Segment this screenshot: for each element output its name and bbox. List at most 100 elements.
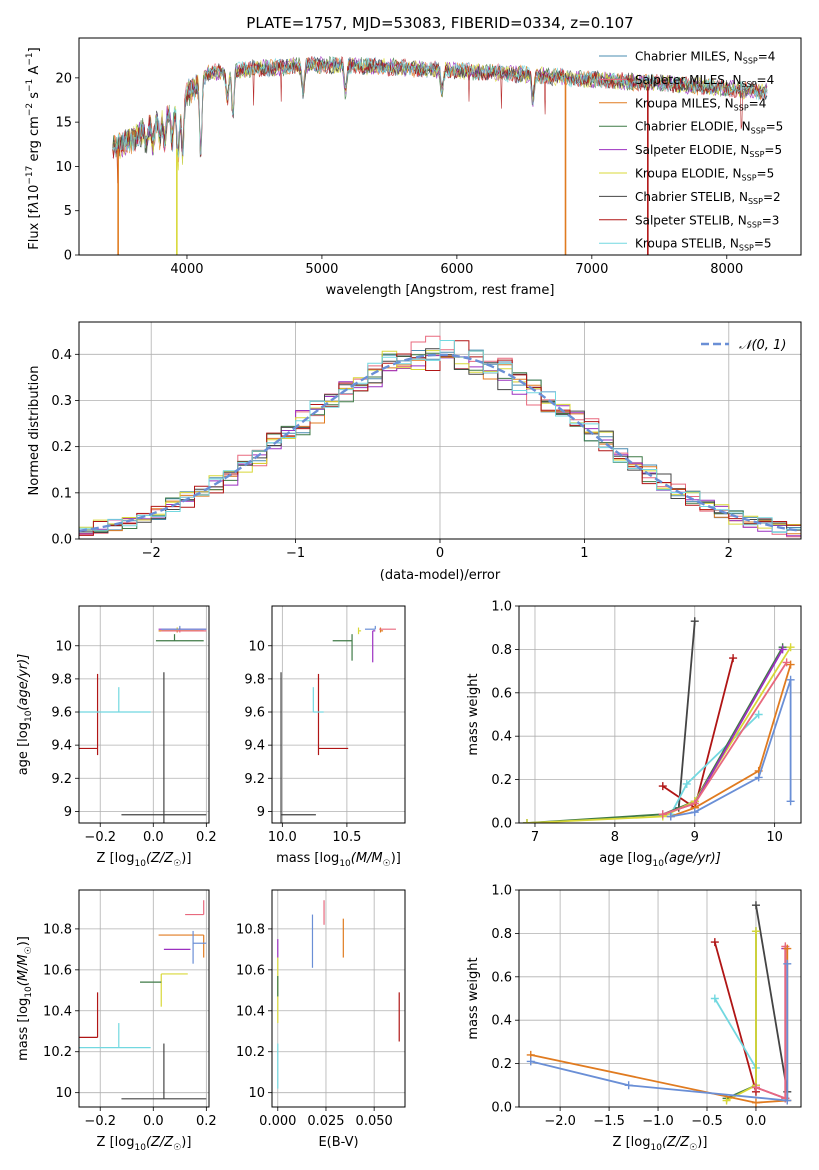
x-tick-label: −1 [286, 546, 305, 561]
x-tick-label: 10.5 [332, 830, 361, 845]
x-tick-label: 9 [691, 830, 699, 845]
x-tick-label: 0.000 [259, 1114, 296, 1129]
y-tick-label: 20 [55, 71, 72, 86]
legend-label: Kroupa MILES, NSSP=4 [635, 96, 766, 112]
weight-marker [690, 808, 699, 817]
legend-label: Chabrier MILES, NSSP=4 [635, 50, 775, 66]
legend-label: Kroupa ELODIE, NSSP=5 [635, 167, 774, 183]
legend-label: Salpeter STELIB, NSSP=3 [635, 213, 779, 229]
y-axis-label: mass weight [466, 673, 481, 755]
y-tick-label: 9.6 [51, 706, 72, 721]
x-tick-label: 0.025 [307, 1114, 344, 1129]
y-tick-label: 0.4 [51, 348, 72, 363]
y-tick-label: 15 [55, 116, 72, 131]
x-axis-label: Z [log10(Z/Z☉)] [613, 1135, 708, 1153]
weight-marker [783, 1096, 792, 1105]
weight-line [526, 646, 784, 823]
y-tick-label: 9.8 [244, 672, 265, 687]
y-tick-label: 5 [64, 204, 72, 219]
x-tick-label: −0.2 [84, 1114, 116, 1129]
weight-line [670, 664, 792, 818]
x-tick-label: −2.0 [544, 1114, 576, 1129]
weight-marker [710, 938, 719, 947]
y-tick-label: 10.6 [43, 963, 72, 978]
weight-marker [786, 797, 795, 806]
y-tick-label: 9.6 [244, 706, 265, 721]
y-axis-label: mass [log10(M/M☉)] [16, 936, 34, 1061]
weight-marker [682, 779, 691, 788]
y-tick-label: 9.4 [244, 739, 265, 754]
weight-line [755, 905, 789, 1092]
weight-marker [522, 819, 531, 823]
plot-frame [78, 37, 802, 256]
spectrum-panel: 4000 5000 6000 7000 8000 0 5 10 15 20 Chabrier MIL… [25, 37, 802, 298]
legend-label: Salpeter ELODIE, NSSP=5 [635, 143, 782, 159]
age-vs-mass-panel: 10.0 10.5 9 9.2 9.4 9.6 9.8 10 mass [log10(M/M☉)… [244, 605, 406, 869]
x-tick-label: 8 [611, 830, 619, 845]
plot-frame [271, 889, 406, 1108]
weight-marker [754, 710, 763, 719]
legend-label: Salpeter MILES, NSSP=4 [635, 73, 774, 89]
weight-line [662, 657, 734, 810]
plot-frame [518, 889, 802, 1108]
weight-marker [783, 959, 792, 968]
y-tick-label: 0.4 [491, 730, 512, 745]
weight-marker [786, 660, 795, 669]
figure-title: PLATE=1757, MJD=53083, FIBERID=0334, z=0… [246, 14, 633, 32]
x-tick-label: −1.0 [642, 1114, 674, 1129]
y-tick-label: 0.4 [491, 1014, 512, 1029]
x-tick-label: −0.5 [691, 1114, 723, 1129]
y-tick-label: 0.0 [491, 817, 512, 832]
y-tick-label: 0.8 [491, 927, 512, 942]
plot-area [79, 335, 801, 538]
y-tick-label: 1.0 [491, 884, 512, 899]
y-tick-label: 0 [64, 249, 72, 264]
y-tick-label: 10.4 [43, 1004, 72, 1019]
weight-marker [786, 643, 795, 652]
x-tick-label: 1 [580, 546, 588, 561]
y-tick-label: 9.2 [244, 772, 265, 787]
x-tick-label: 0.2 [196, 1114, 217, 1129]
y-tick-label: 10.8 [43, 922, 72, 937]
y-tick-label: 9 [64, 805, 72, 820]
weight-vs-z-panel: −2.0 −1.5 −1.0 −0.5 0.0 0.0 0.2 0.4 0.6 0.8 1.0 Z [… [466, 884, 802, 1153]
y-tick-label: 0.1 [51, 486, 72, 501]
weight-line [677, 621, 696, 808]
x-axis-label: age [log10(age/yr)] [599, 851, 721, 869]
x-tick-label: 10 [766, 830, 783, 845]
y-axis-label: age [log10(age/yr)] [16, 654, 34, 776]
y-tick-label: 10.2 [236, 1045, 265, 1060]
weight-marker [690, 617, 699, 626]
x-axis-label: E(B-V) [318, 1135, 358, 1150]
plot-area [526, 901, 792, 1107]
legend-label: Chabrier ELODIE, NSSP=5 [635, 120, 783, 136]
x-tick-label: 0.050 [356, 1114, 393, 1129]
y-tick-label: 9 [257, 805, 265, 820]
plot-area [522, 617, 795, 823]
y-tick-label: 0.3 [51, 394, 72, 409]
y-tick-label: 0.6 [491, 686, 512, 701]
x-axis-label: Z [log10(Z/Z☉)] [97, 1135, 192, 1153]
x-axis-label: Z [log10(Z/Z☉)] [97, 851, 192, 869]
y-tick-label: 9.8 [51, 672, 72, 687]
weight-marker [658, 810, 667, 819]
x-tick-label: 6000 [440, 262, 473, 277]
y-tick-label: 0.0 [491, 1101, 512, 1116]
plot-area [280, 625, 396, 823]
spectrum-line [112, 56, 768, 158]
x-tick-label: 0.0 [143, 830, 164, 845]
plot-area [277, 900, 400, 1089]
y-axis-label: Flux [fλ10−17 erg cm−2 s−1 A−1] [25, 47, 42, 249]
x-tick-label: 0.0 [143, 1114, 164, 1129]
mass-vs-ebv-panel: 0.000 0.025 0.050 10 10.2 10.4 10.6 10.8 E(B-V) [236, 889, 406, 1150]
x-tick-label: 0.0 [746, 1114, 767, 1129]
y-tick-label: 10 [248, 1086, 265, 1101]
residuals-panel: −2 −1 0 1 2 0.0 0.1 0.2 0.3 0.4 𝒩(0, 1) (data-model… [27, 321, 802, 583]
weight-marker [751, 927, 760, 936]
x-tick-label: 5000 [305, 262, 338, 277]
plot-frame [78, 889, 210, 1108]
plot-frame [78, 321, 802, 540]
legend-label: Chabrier STELIB, NSSP=2 [635, 190, 781, 206]
x-axis-label: wavelength [Angstrom, rest frame] [326, 283, 555, 298]
weight-marker [722, 1096, 731, 1105]
